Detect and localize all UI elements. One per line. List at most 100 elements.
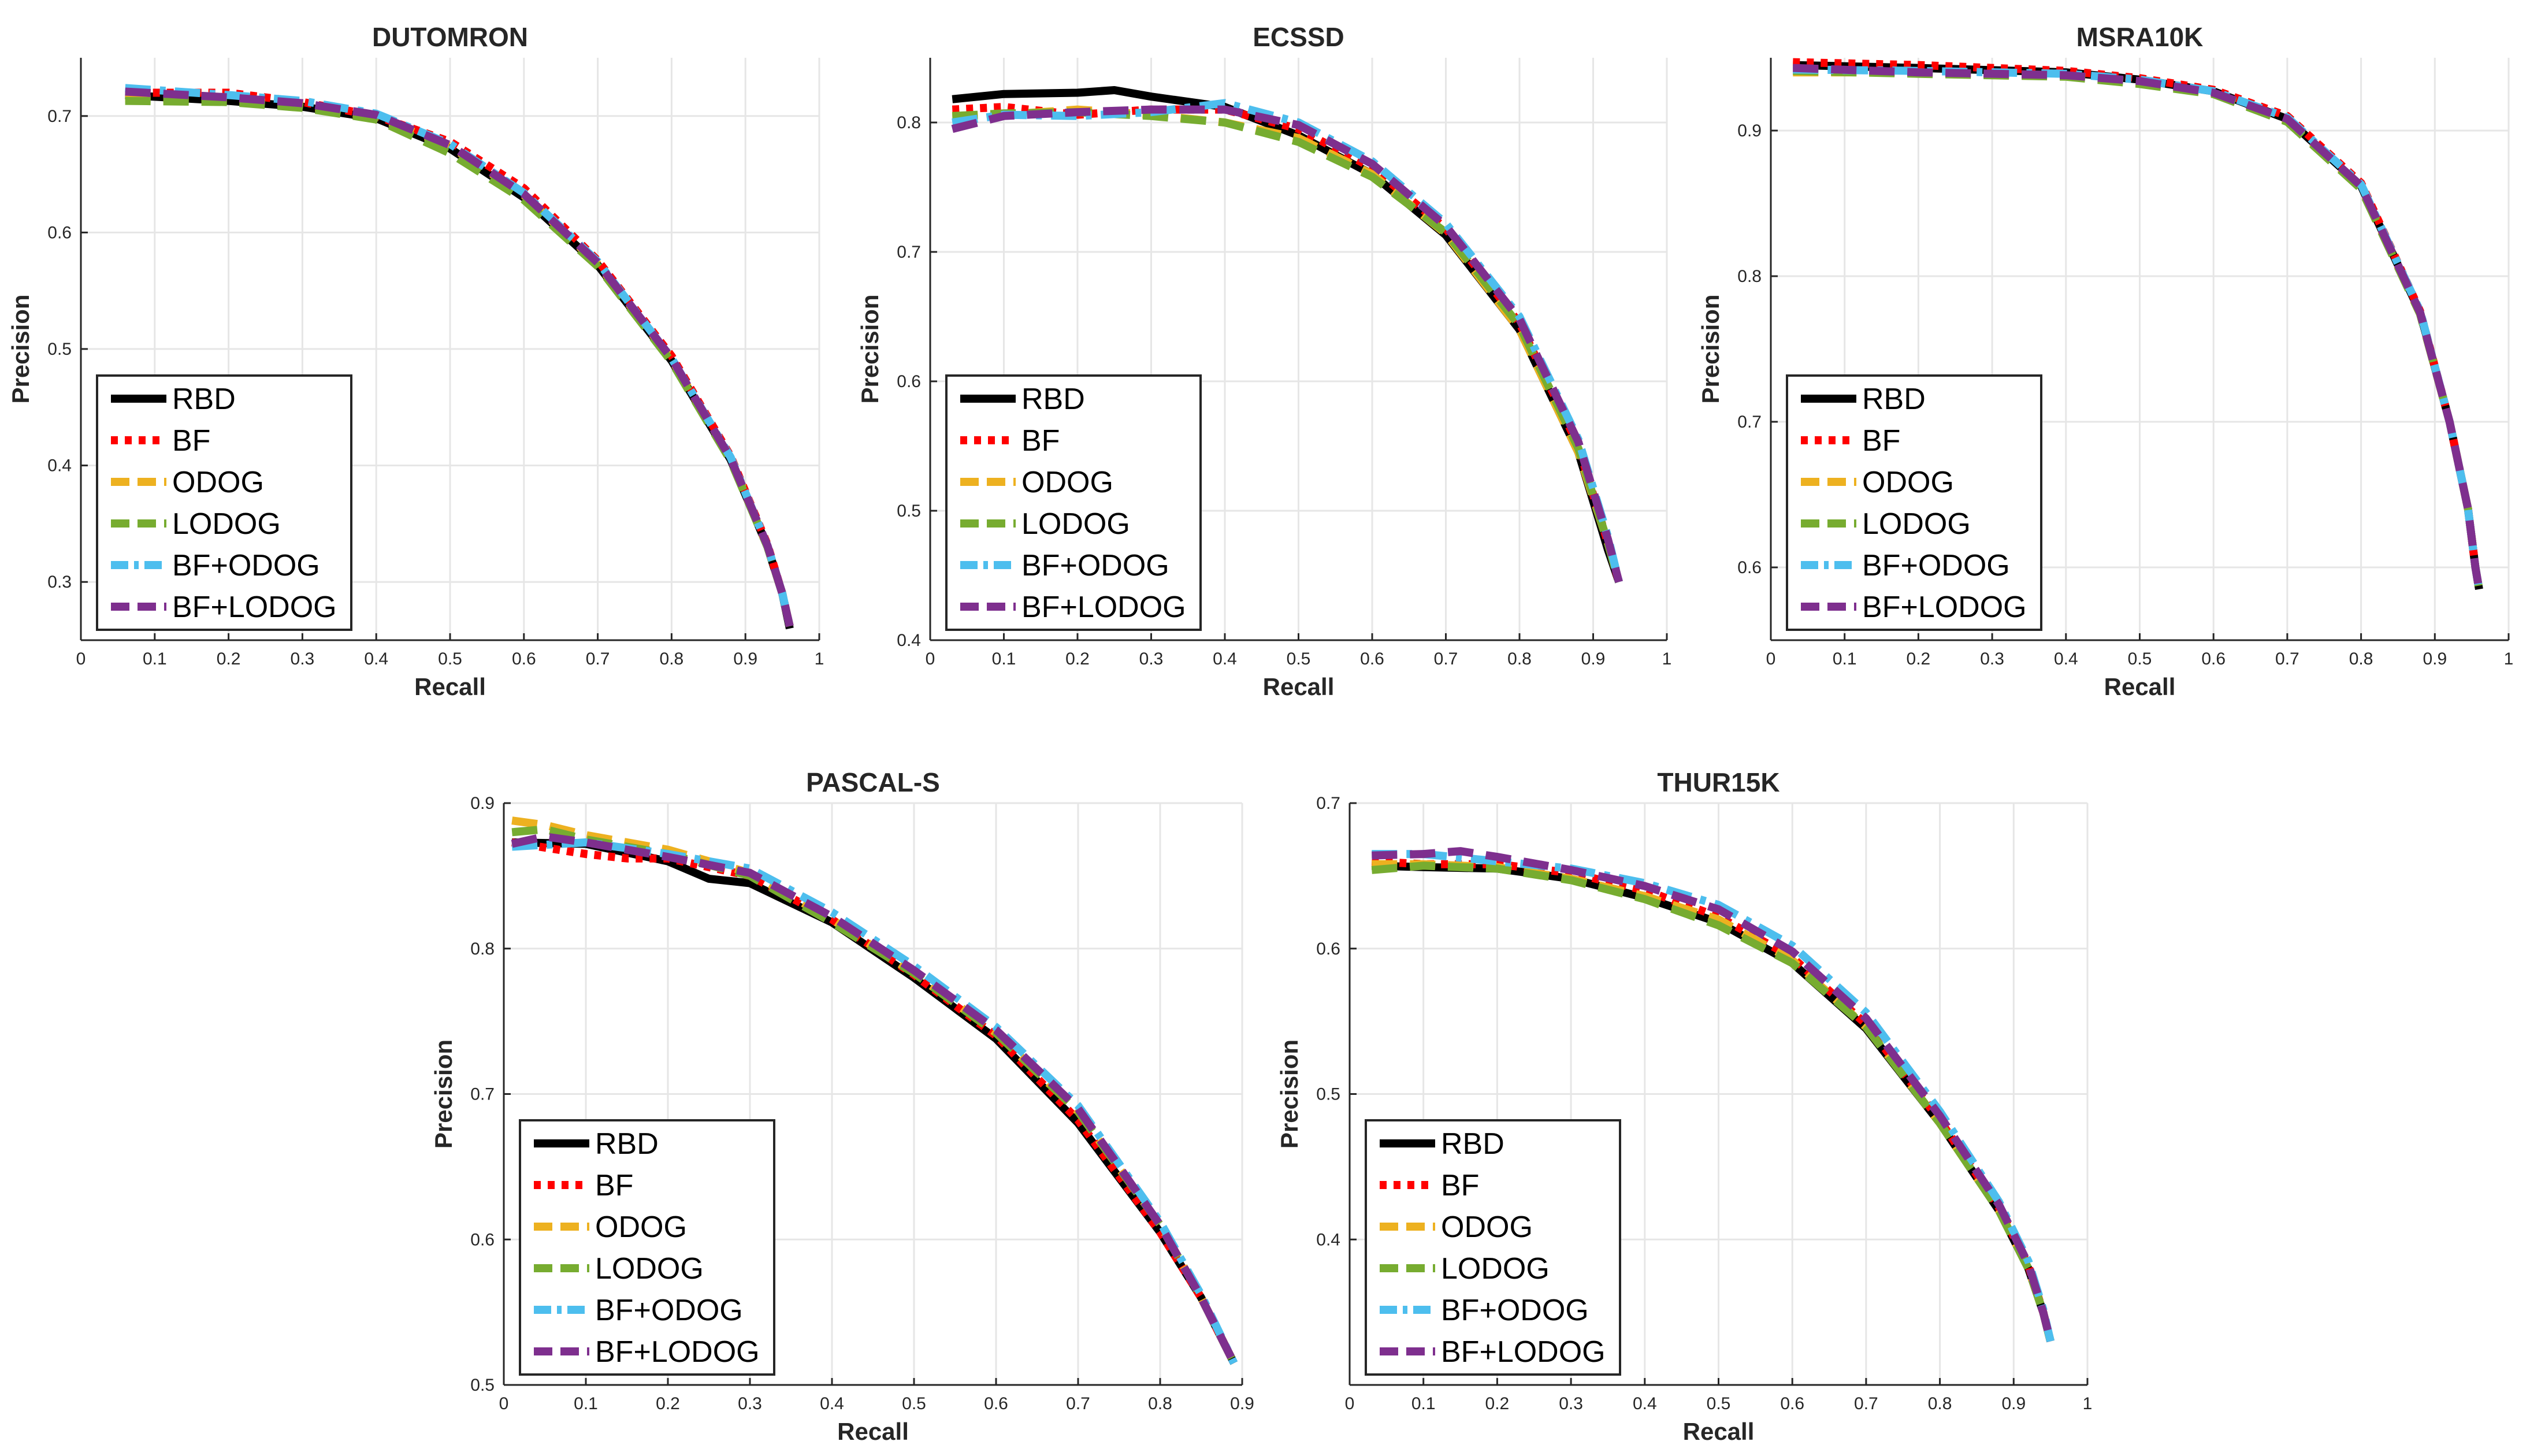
x-tick-label: 0.9 (1581, 649, 1606, 668)
x-tick-label: 0.7 (586, 649, 610, 668)
series-line-bf-plus-lodog (1372, 847, 2055, 1343)
x-axis-label: Recall (1263, 673, 1335, 700)
y-tick-label: 0.8 (897, 113, 921, 132)
legend-label: RBD (1021, 382, 1085, 416)
y-axis-label: Precision (1697, 294, 1724, 403)
x-axis-label: Recall (1683, 1418, 1755, 1445)
legend: RBD BF ODOG LODOG BF+ODOG BF+LODOG (1365, 1119, 1621, 1376)
x-tick-label: 0.6 (1780, 1394, 1804, 1413)
legend-label: BF+ODOG (1441, 1294, 1589, 1327)
y-tick-label: 0.5 (470, 1376, 495, 1395)
y-axis-label: Precision (7, 294, 34, 403)
x-tick-label: 0 (1766, 649, 1776, 668)
x-tick-label: 0.8 (1507, 649, 1532, 668)
legend: RBD BF ODOG LODOG BF+ODOG BF+LODOG (96, 374, 352, 631)
y-tick-label: 0.8 (470, 939, 495, 959)
legend: RBD BF ODOG LODOG BF+ODOG BF+LODOG (945, 374, 1202, 631)
x-tick-label: 0 (499, 1394, 509, 1413)
chart-title: DUTOMRON (372, 22, 528, 52)
x-axis-label: Recall (414, 673, 486, 700)
x-tick-label: 0.2 (656, 1394, 680, 1413)
legend-label: BF+LODOG (595, 1335, 760, 1369)
legend-label: BF+ODOG (172, 549, 320, 582)
x-tick-label: 0 (926, 649, 935, 668)
chart-3: 0 0.1 0.2 0.3 0.4 0.5 0.6 0.7 0.8 0.9 0.5 0.6 0.7 0.8… (430, 767, 1254, 1445)
x-tick-label: 0.9 (733, 649, 757, 668)
x-tick-label: 0.8 (2349, 649, 2373, 668)
x-tick-label: 0.4 (364, 649, 388, 668)
x-tick-label: 0.1 (1411, 1394, 1436, 1413)
series-group (1371, 847, 2055, 1343)
series-line-bf-plus-lodog (1793, 64, 2483, 590)
y-tick-label: 0.7 (897, 243, 921, 262)
legend-label: LODOG (1021, 507, 1130, 541)
series-group (125, 84, 794, 630)
series-group (1793, 58, 2483, 590)
y-tick-label: 0.6 (897, 372, 921, 391)
y-tick-label: 0.4 (1316, 1230, 1340, 1249)
legend-label: ODOG (1862, 466, 1954, 499)
x-tick-label: 0 (76, 649, 86, 668)
legend-label: ODOG (1441, 1210, 1533, 1244)
chart-2: 0 0.1 0.2 0.3 0.4 0.5 0.6 0.7 0.8 0.9 1 0.6 0.7 0.8 0.… (1697, 22, 2513, 700)
x-tick-label: 1 (2083, 1394, 2093, 1413)
x-tick-label: 0.2 (217, 649, 241, 668)
x-tick-label: 0.3 (1559, 1394, 1583, 1413)
y-tick-label: 0.6 (47, 223, 72, 242)
x-tick-label: 0.7 (1854, 1394, 1878, 1413)
legend-box (1786, 374, 2042, 631)
y-tick-label: 0.3 (47, 573, 72, 592)
x-tick-label: 0.3 (1980, 649, 2004, 668)
legend-label: BF+ODOG (1862, 549, 2010, 582)
legend-label: BF (172, 424, 210, 458)
y-tick-label: 0.4 (47, 456, 72, 476)
legend-label: RBD (595, 1127, 659, 1161)
x-tick-label: 0.4 (820, 1394, 844, 1413)
x-tick-label: 0.2 (1907, 649, 1931, 668)
chart-title: ECSSD (1253, 22, 1344, 52)
legend-label: BF+LODOG (1021, 590, 1186, 624)
x-tick-label: 0.6 (512, 649, 536, 668)
x-tick-label: 0.9 (1230, 1394, 1254, 1413)
legend-label: ODOG (595, 1210, 687, 1244)
y-axis-label: Precision (856, 294, 883, 403)
y-tick-label: 0.7 (1316, 794, 1340, 813)
x-tick-label: 1 (1662, 649, 1672, 668)
x-tick-label: 0.1 (574, 1394, 598, 1413)
y-tick-label: 0.7 (470, 1085, 495, 1104)
legend-label: ODOG (172, 466, 264, 499)
y-tick-label: 0.6 (470, 1230, 495, 1249)
series-group (951, 86, 1623, 584)
legend-label: BF (595, 1169, 633, 1202)
y-tick-label: 0.9 (470, 794, 495, 813)
x-tick-label: 0.5 (1707, 1394, 1731, 1413)
series-line-lodog (952, 108, 1623, 584)
series-group (511, 816, 1238, 1365)
y-tick-label: 0.8 (1737, 267, 1762, 286)
y-tick-label: 0.7 (47, 107, 72, 126)
legend-label: BF (1441, 1169, 1479, 1202)
chart-title: THUR15K (1657, 767, 1779, 797)
x-tick-label: 0.8 (1928, 1394, 1952, 1413)
legend-label: BF+LODOG (1441, 1335, 1606, 1369)
x-tick-label: 0.8 (1148, 1394, 1172, 1413)
x-tick-label: 0.9 (2423, 649, 2447, 668)
x-tick-label: 0.4 (1633, 1394, 1657, 1413)
x-tick-label: 0.6 (1360, 649, 1384, 668)
x-tick-label: 0.2 (1485, 1394, 1510, 1413)
legend-label: RBD (1862, 382, 1926, 416)
y-tick-label: 0.9 (1737, 121, 1762, 140)
x-tick-label: 0.5 (902, 1394, 926, 1413)
y-tick-label: 0.5 (1316, 1085, 1340, 1104)
y-tick-label: 0.6 (1316, 939, 1340, 959)
legend-label: BF+LODOG (1862, 590, 2027, 624)
legend-label: BF (1862, 424, 1900, 458)
y-tick-label: 0.6 (1737, 558, 1762, 577)
y-tick-label: 0.5 (897, 502, 921, 521)
x-tick-label: 0.1 (992, 649, 1016, 668)
x-tick-label: 0.5 (2128, 649, 2152, 668)
x-tick-label: 0.1 (143, 649, 167, 668)
chart-0: 0 0.1 0.2 0.3 0.4 0.5 0.6 0.7 0.8 0.9 1 0.3 0.4 0.5 0.… (7, 22, 824, 700)
x-tick-label: 0.3 (1139, 649, 1164, 668)
x-tick-label: 0.3 (291, 649, 315, 668)
